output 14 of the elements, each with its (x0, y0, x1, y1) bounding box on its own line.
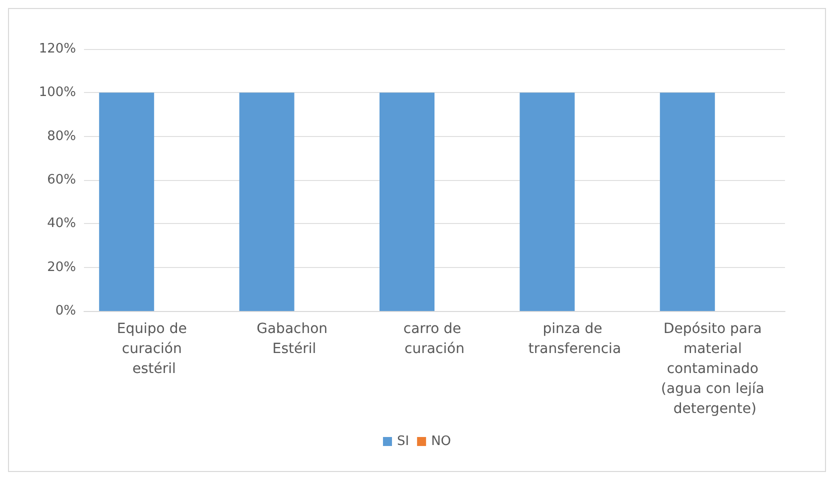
legend-label: NO (431, 434, 452, 449)
y-tick-label: 0% (55, 304, 76, 318)
x-tick-label: Equipo de curación estéril (116, 321, 192, 377)
y-tick-label: 100% (38, 85, 76, 100)
x-tick-label: pinza de transferencia (528, 321, 622, 357)
y-tick-label: 80% (47, 128, 76, 144)
legend-label: SI (396, 434, 410, 449)
y-tick-label: 20% (47, 260, 76, 275)
y-tick-label: 60% (47, 172, 76, 188)
x-tick-label: carro de curación (403, 321, 466, 357)
y-tick-label: 40% (47, 216, 76, 232)
x-tick-label: Gabachon Estéril (256, 321, 332, 357)
x-tick-label: Depósito para material contaminado (agua con lejía detergente) (661, 321, 769, 417)
y-tick-label: 120% (38, 42, 76, 56)
